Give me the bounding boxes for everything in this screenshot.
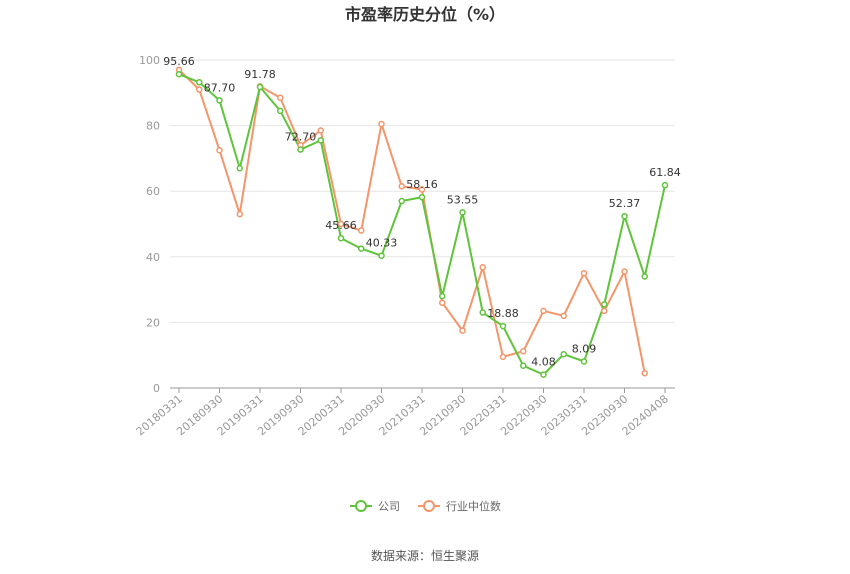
data-point[interactable] — [459, 327, 466, 334]
data-point[interactable] — [378, 120, 385, 128]
data-point[interactable] — [601, 307, 608, 315]
data-point[interactable] — [358, 227, 365, 234]
legend-label: 行业中位数 — [446, 499, 501, 513]
data-point[interactable] — [601, 301, 608, 308]
data-label: 52.37 — [609, 197, 641, 210]
data-point[interactable] — [418, 193, 426, 201]
data-point[interactable] — [479, 309, 486, 316]
y-tick-label: 0 — [153, 382, 160, 395]
data-point[interactable] — [641, 369, 648, 377]
data-point[interactable] — [560, 312, 567, 320]
data-label: 87.70 — [204, 81, 236, 94]
data-point[interactable] — [479, 264, 486, 271]
data-point[interactable] — [520, 362, 527, 369]
data-point[interactable] — [236, 210, 243, 218]
data-point[interactable] — [641, 273, 648, 280]
legend-marker — [423, 500, 435, 512]
data-point[interactable] — [277, 94, 284, 101]
source-note: 数据来源：恒生聚源 — [371, 548, 479, 563]
data-point[interactable] — [236, 164, 243, 172]
data-point[interactable] — [256, 83, 264, 91]
data-label: 61.84 — [649, 166, 681, 179]
data-point[interactable] — [277, 107, 284, 115]
legend-marker — [355, 500, 367, 512]
data-point[interactable] — [337, 234, 345, 242]
data-point[interactable] — [661, 181, 669, 189]
data-point[interactable] — [216, 146, 223, 154]
legend-label: 公司 — [378, 500, 400, 513]
data-point[interactable] — [621, 212, 628, 220]
data-point[interactable] — [580, 358, 588, 365]
data-point[interactable] — [378, 252, 385, 259]
data-point[interactable] — [398, 183, 405, 190]
data-point[interactable] — [499, 322, 507, 330]
data-point[interactable] — [297, 146, 304, 153]
legend-item-0[interactable]: 公司 — [350, 500, 400, 513]
data-point[interactable] — [196, 79, 203, 86]
data-label: 4.08 — [531, 356, 556, 369]
data-labels: 95.66 87.70 91.78 72.70 45.66 40.33 58.16 53.55… — [163, 55, 681, 368]
data-point[interactable] — [540, 307, 547, 315]
data-point[interactable] — [540, 371, 547, 378]
data-point[interactable] — [439, 292, 446, 300]
y-tick-label: 100 — [139, 54, 160, 67]
data-point[interactable] — [398, 197, 405, 205]
chart-title: 市盈率历史分位（%） — [345, 5, 505, 24]
data-point[interactable] — [175, 70, 183, 78]
data-point[interactable] — [196, 86, 203, 93]
data-label: 40.33 — [366, 237, 398, 250]
y-axis: 0 20 40 60 80 100 — [139, 54, 160, 395]
data-point[interactable] — [499, 353, 507, 361]
data-point[interactable] — [560, 350, 567, 358]
data-label: 45.66 — [325, 219, 357, 232]
y-tick-label: 60 — [146, 185, 160, 198]
data-label: 58.16 — [406, 178, 438, 191]
series-points — [175, 66, 669, 378]
data-point[interactable] — [418, 186, 426, 193]
data-label: 95.66 — [163, 55, 195, 68]
data-point[interactable] — [317, 137, 324, 144]
legend-item-1[interactable]: 行业中位数 — [418, 499, 501, 513]
data-point[interactable] — [621, 268, 628, 275]
data-point[interactable] — [459, 209, 466, 216]
data-label: 53.55 — [447, 193, 479, 206]
data-point[interactable] — [439, 299, 446, 306]
data-point[interactable] — [337, 220, 345, 228]
data-point[interactable] — [216, 97, 223, 104]
series-line-1 — [178, 69, 646, 374]
data-point[interactable] — [520, 348, 527, 355]
data-point[interactable] — [358, 245, 365, 252]
data-label: 72.70 — [285, 131, 317, 144]
y-tick-label: 20 — [146, 316, 160, 329]
data-label: 18.88 — [487, 307, 519, 320]
series-line-0 — [178, 73, 666, 376]
x-axis: 2018033120180930201903312019093020200331… — [134, 387, 675, 438]
legend[interactable]: 公司 行业中位数 — [350, 499, 501, 513]
y-tick-label: 40 — [146, 251, 160, 264]
data-point[interactable] — [317, 127, 324, 134]
data-label: 8.09 — [572, 342, 597, 355]
series-lines — [178, 69, 666, 376]
y-tick-label: 80 — [146, 120, 160, 133]
data-label: 91.78 — [244, 68, 276, 81]
data-point[interactable] — [580, 269, 588, 277]
